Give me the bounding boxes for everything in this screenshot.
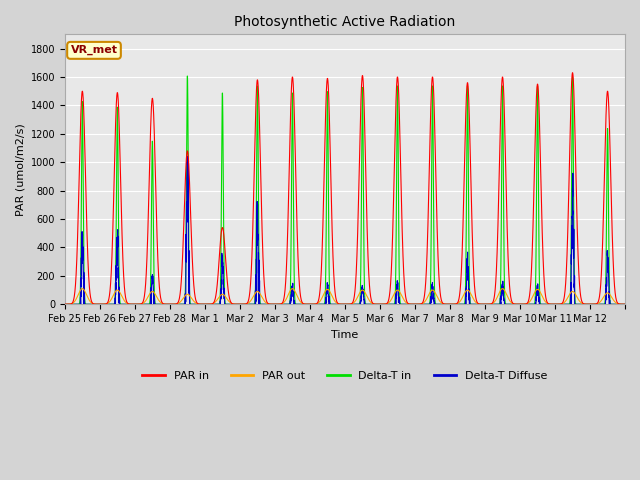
Y-axis label: PAR (umol/m2/s): PAR (umol/m2/s) xyxy=(15,123,25,216)
Text: VR_met: VR_met xyxy=(70,45,118,56)
X-axis label: Time: Time xyxy=(332,330,358,339)
Title: Photosynthetic Active Radiation: Photosynthetic Active Radiation xyxy=(234,15,456,29)
Legend: PAR in, PAR out, Delta-T in, Delta-T Diffuse: PAR in, PAR out, Delta-T in, Delta-T Dif… xyxy=(138,366,552,385)
